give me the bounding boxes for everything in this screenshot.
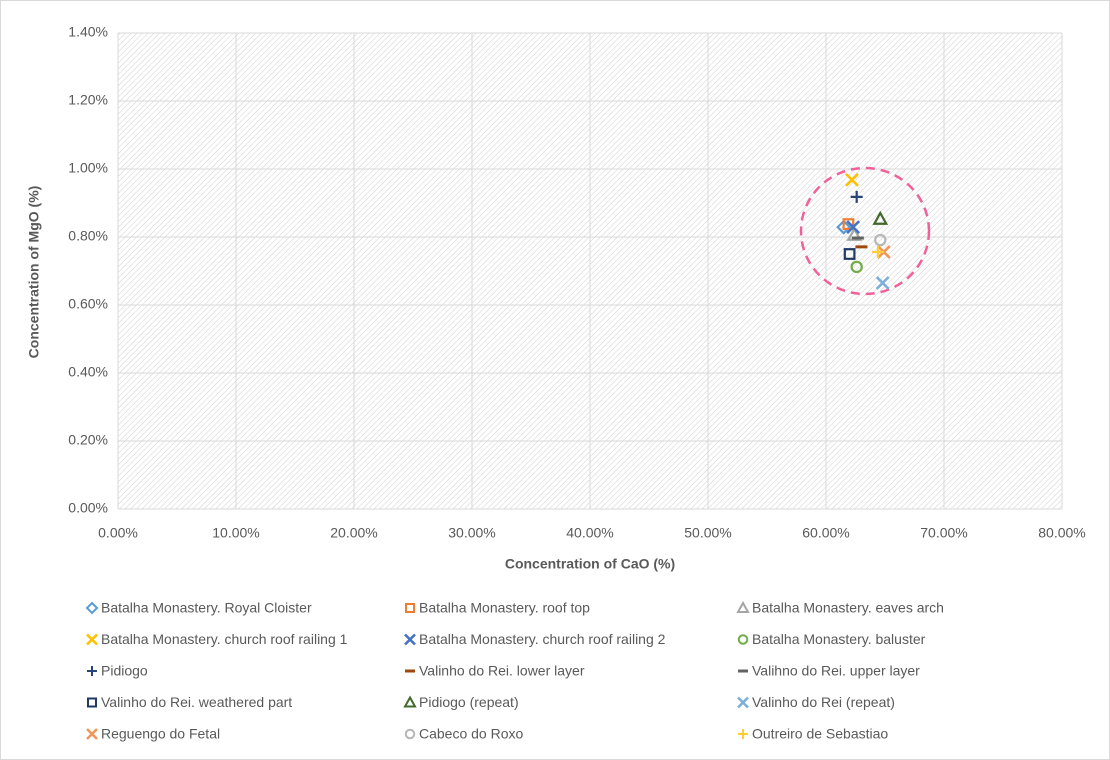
legend-marker bbox=[738, 729, 748, 739]
x-tick-label: 80.00% bbox=[1038, 525, 1085, 541]
point bbox=[850, 190, 863, 203]
y-tick-label: 0.40% bbox=[68, 364, 108, 380]
legend-marker bbox=[403, 695, 417, 708]
y-tick-label: 0.80% bbox=[68, 228, 108, 244]
x-axis-title: Concentration of CaO (%) bbox=[505, 556, 675, 572]
legend-label: Reguengo do Fetal bbox=[101, 726, 220, 742]
legend-label: Valinho do Rei. lower layer bbox=[419, 663, 585, 679]
point bbox=[872, 210, 889, 225]
x-tick-label: 50.00% bbox=[684, 525, 731, 541]
y-tick-label: 1.20% bbox=[68, 92, 108, 108]
legend-marker bbox=[737, 634, 749, 645]
legend-marker bbox=[86, 633, 98, 646]
legend-marker bbox=[87, 697, 97, 708]
legend-label: Outreiro de Sebastiao bbox=[752, 726, 888, 742]
legend-marker bbox=[736, 600, 750, 613]
point bbox=[871, 245, 884, 258]
legend-label: Batalha Monastery. baluster bbox=[752, 631, 926, 647]
legend-marker bbox=[85, 601, 99, 615]
legend-marker bbox=[404, 633, 416, 646]
x-tick-label: 30.00% bbox=[448, 525, 495, 541]
legend-label: Valinho do Rei. weathered part bbox=[101, 694, 292, 710]
legend-marker bbox=[404, 728, 416, 740]
x-tick-label: 0.00% bbox=[98, 525, 138, 541]
point bbox=[874, 233, 887, 247]
point bbox=[846, 220, 861, 235]
highlight-circle bbox=[799, 166, 931, 296]
y-tick-label: 0.60% bbox=[68, 296, 108, 312]
legend-label: Valinho do Rei (repeat) bbox=[752, 694, 895, 710]
y-axis-title: Concentration of MgO (%) bbox=[26, 186, 42, 359]
point bbox=[845, 172, 859, 187]
y-tick-label: 1.40% bbox=[68, 24, 108, 40]
legend-label: Batalha Monastery. church roof railing 2 bbox=[419, 631, 666, 647]
point bbox=[843, 248, 856, 260]
point bbox=[842, 218, 855, 230]
point bbox=[875, 275, 890, 290]
y-tick-label: 0.20% bbox=[68, 432, 108, 448]
y-tick-label: 0.00% bbox=[68, 500, 108, 516]
x-tick-label: 70.00% bbox=[920, 525, 967, 541]
x-tick-label: 10.00% bbox=[212, 525, 259, 541]
legend-label: Cabeco do Roxo bbox=[419, 726, 524, 742]
y-tick-label: 1.00% bbox=[68, 160, 108, 176]
legend-label: Batalha Monastery. Royal Cloister bbox=[101, 600, 312, 616]
point bbox=[836, 219, 852, 235]
legend-label: Batalha Monastery. eaves arch bbox=[752, 600, 944, 616]
legend-label: Valihno do Rei. upper layer bbox=[752, 663, 920, 679]
legend-label: Pidiogo (repeat) bbox=[419, 694, 519, 710]
legend-label: Pidiogo bbox=[101, 663, 148, 679]
legend-label: Batalha Monastery. roof top bbox=[419, 600, 590, 616]
point bbox=[846, 226, 863, 241]
x-tick-label: 40.00% bbox=[566, 525, 613, 541]
point bbox=[850, 260, 863, 274]
x-tick-label: 20.00% bbox=[330, 525, 377, 541]
legend-marker bbox=[86, 728, 98, 740]
x-tick-label: 60.00% bbox=[802, 525, 849, 541]
legend-label: Batalha Monastery. church roof railing 1 bbox=[101, 631, 348, 647]
legend-marker bbox=[737, 696, 749, 709]
legend-marker bbox=[87, 666, 97, 676]
legend-marker bbox=[405, 603, 415, 613]
